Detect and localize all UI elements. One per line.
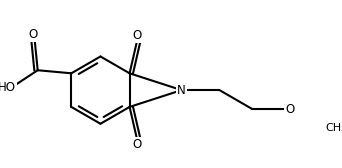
Text: HO: HO: [0, 81, 16, 94]
Text: O: O: [286, 103, 295, 116]
Text: N: N: [177, 84, 186, 97]
Text: O: O: [132, 30, 142, 43]
Text: CH₃: CH₃: [325, 123, 342, 133]
Text: O: O: [29, 28, 38, 41]
Text: O: O: [132, 138, 142, 151]
